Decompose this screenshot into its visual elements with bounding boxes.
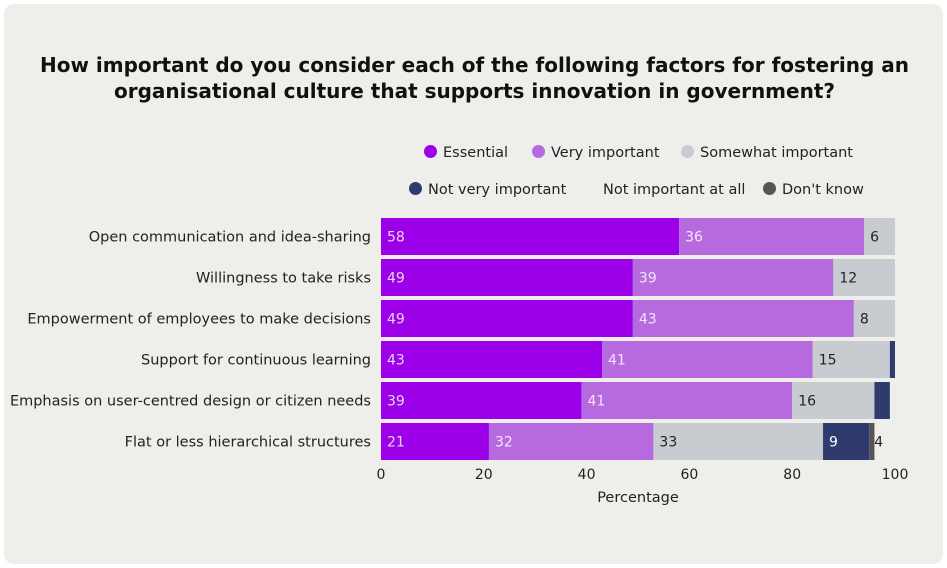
legend-item-very-important: Very important — [532, 145, 660, 161]
chart-title-line-2: organisational culture that supports inn… — [114, 79, 835, 103]
x-tick-label-100: 100 — [882, 467, 909, 483]
bar-very-important-2 — [632, 259, 834, 296]
legend-swatch-very-important — [532, 145, 545, 158]
x-tick-label-20: 20 — [475, 467, 493, 483]
legend-item-not-very-important: Not very important — [409, 182, 566, 198]
data-label-very-important-4: 41 — [608, 353, 626, 369]
bar-somewhat-important-4 — [812, 341, 890, 378]
category-label-flat-or-less-hierarchical-structures: Flat or less hierarchical structures — [125, 435, 371, 451]
legend-item-not-important-at-all: Not important at all — [584, 182, 745, 198]
data-label-essential-2: 49 — [387, 271, 405, 287]
data-label-essential-1: 58 — [387, 230, 405, 246]
data-label-essential-6: 21 — [387, 435, 405, 451]
data-label-very-important-3: 43 — [639, 312, 657, 328]
bar-essential-4 — [381, 341, 603, 378]
legend-swatch-not-very-important — [409, 182, 422, 195]
bar-somewhat-important-1 — [864, 218, 895, 255]
legend-swatch-somewhat-important — [681, 145, 694, 158]
bar-very-important-4 — [602, 341, 813, 378]
legend-label-somewhat-important: Somewhat important — [700, 145, 853, 161]
x-tick-label-60: 60 — [680, 467, 698, 483]
legend-label-very-important: Very important — [551, 145, 660, 161]
legend-label-not-very-important: Not very important — [428, 182, 567, 198]
x-tick-label-0: 0 — [377, 467, 386, 483]
bar-very-important-1 — [679, 218, 865, 255]
category-label-willingness-to-take-risks: Willingness to take risks — [196, 271, 371, 287]
bar-very-important-6 — [488, 423, 654, 460]
bar-very-important-5 — [581, 382, 793, 419]
x-tick-label-80: 80 — [783, 467, 801, 483]
bar-don-t-know-6 — [869, 423, 875, 460]
x-axis-title: Percentage — [597, 490, 679, 506]
bar-somewhat-important-6 — [653, 423, 824, 460]
bar-somewhat-important-5 — [792, 382, 875, 419]
chart-title-line-1: How important do you consider each of th… — [40, 53, 910, 77]
category-label-empowerment-of-employees-to-make-decisions: Empowerment of employees to make decisio… — [27, 312, 371, 328]
legend-swatch-essential — [424, 145, 437, 158]
bar-essential-1 — [381, 218, 680, 255]
legend-item-essential: Essential — [424, 145, 508, 161]
data-label-somewhat-important-3: 8 — [860, 312, 869, 328]
bar-somewhat-important-2 — [833, 259, 895, 296]
bar-essential-6 — [381, 423, 489, 460]
data-label-outside-6: 4 — [874, 435, 883, 451]
data-label-somewhat-important-1: 6 — [870, 230, 879, 246]
bar-essential-5 — [381, 382, 582, 419]
bar-very-important-3 — [632, 300, 854, 337]
legend-item-somewhat-important: Somewhat important — [681, 145, 853, 161]
category-label-support-for-continuous-learning: Support for continuous learning — [141, 353, 371, 369]
category-label-emphasis-on-user-centred-design-or-citizen-needs: Emphasis on user-centred design or citiz… — [10, 394, 371, 410]
data-label-somewhat-important-5: 16 — [798, 394, 816, 410]
legend-item-dont-know: Don't know — [763, 182, 864, 198]
data-label-somewhat-important-6: 33 — [659, 435, 677, 451]
bar-essential-3 — [381, 300, 633, 337]
legend-swatch-not-important-at-all — [584, 182, 597, 195]
data-label-essential-3: 49 — [387, 312, 405, 328]
bar-not-very-important-4 — [889, 341, 895, 378]
legend-label-essential: Essential — [443, 145, 509, 161]
data-label-very-important-5: 41 — [587, 394, 605, 410]
legend-label-dont-know: Don't know — [782, 182, 864, 198]
bar-somewhat-important-3 — [853, 300, 895, 337]
legend-swatch-dont-know — [763, 182, 776, 195]
data-label-essential-4: 43 — [387, 353, 405, 369]
category-label-open-communication-and-idea-sharing: Open communication and idea-sharing — [89, 230, 371, 246]
data-label-somewhat-important-4: 15 — [819, 353, 837, 369]
data-label-somewhat-important-2: 12 — [839, 271, 857, 287]
data-label-not-very-important-6: 9 — [829, 435, 838, 451]
bar-not-very-important-6 — [823, 423, 870, 460]
data-label-very-important-1: 36 — [685, 230, 703, 246]
chart-title: How important do you consider each of th… — [40, 52, 909, 104]
data-label-essential-5: 39 — [387, 394, 405, 410]
x-tick-label-40: 40 — [578, 467, 596, 483]
data-label-very-important-2: 39 — [639, 271, 657, 287]
data-label-very-important-6: 32 — [495, 435, 513, 451]
legend-label-not-important-at-all: Not important at all — [603, 182, 746, 198]
bar-not-very-important-5 — [874, 382, 890, 419]
bar-essential-2 — [381, 259, 633, 296]
